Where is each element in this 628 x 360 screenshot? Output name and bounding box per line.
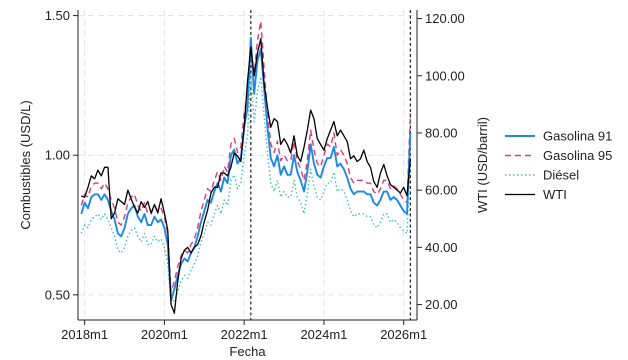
y-right-tick-label: 80.00 [425, 125, 458, 140]
y-right-tick-label: 40.00 [425, 240, 458, 255]
legend: Gasolina 91 Gasolina 95 Diésel WTI [505, 129, 612, 202]
y-left-tick-label: 1.00 [45, 148, 70, 163]
y-left-tick-label: 1.50 [45, 8, 70, 23]
y-right-axis-title: WTI (USD/barril) [475, 117, 490, 213]
series-line-gasolina-91 [80, 36, 412, 302]
legend-label: Gasolina 95 [543, 148, 612, 163]
x-tick-label: 2026m1 [380, 327, 427, 342]
y-right-tick-label: 100.00 [425, 68, 465, 83]
y-right-tick-label: 20.00 [425, 297, 458, 312]
axis-layer: 2018m1 2020m1 2022m1 2024m1 2026m1 0.50 1.00 1.… [18, 8, 490, 359]
legend-label: Gasolina 91 [543, 129, 612, 144]
y-right-tick-label: 120.00 [425, 11, 465, 26]
series-layer [80, 20, 412, 314]
y-left-axis-title: Combustibles (USD/L) [18, 100, 33, 229]
grid-layer [78, 10, 417, 320]
x-tick-label: 2020m1 [141, 327, 188, 342]
x-tick-label: 2022m1 [221, 327, 268, 342]
legend-label: WTI [543, 187, 567, 202]
y-right-tick-label: 60.00 [425, 183, 458, 198]
x-axis-title: Fecha [229, 344, 266, 359]
y-left-tick-label: 0.50 [45, 287, 70, 302]
legend-label: Diésel [543, 168, 579, 183]
x-tick-label: 2024m1 [300, 327, 347, 342]
series-line-di-sel [80, 73, 412, 304]
series-line-wti [81, 37, 411, 314]
x-tick-label: 2018m1 [61, 327, 108, 342]
